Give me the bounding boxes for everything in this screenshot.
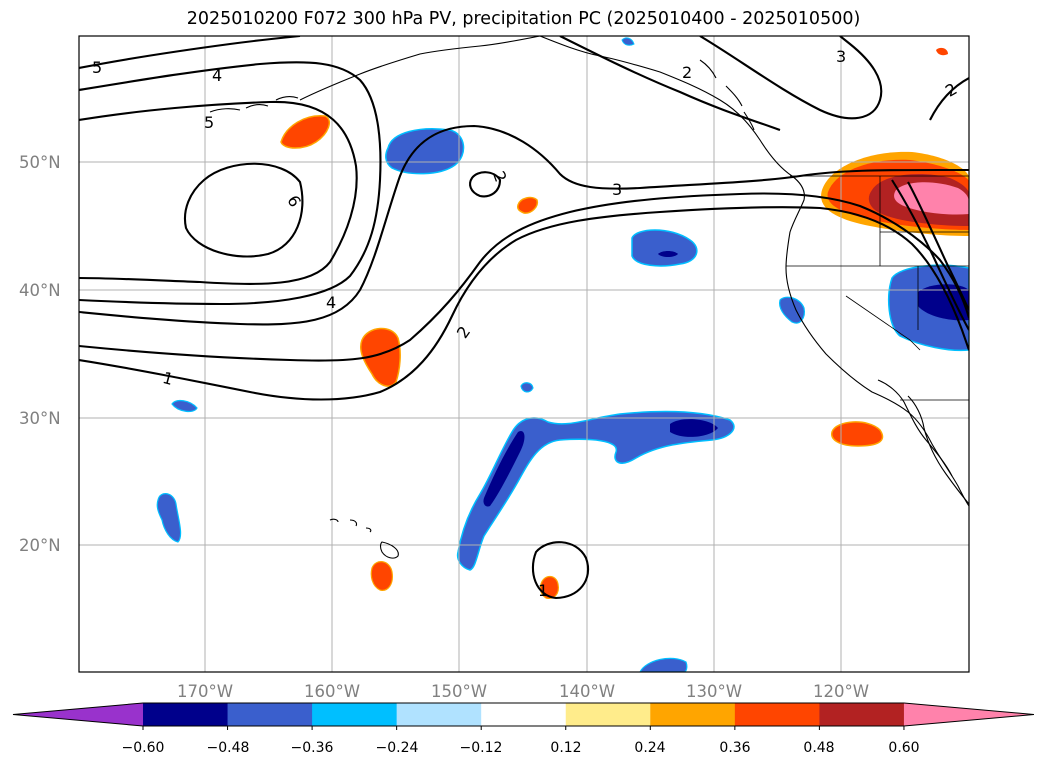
colorbar-segment [396,703,482,726]
map-title: 2025010200 F072 300 hPa PV, precipitatio… [186,9,861,29]
colorbar-segment [734,703,820,726]
colorbar-tick-labels: −0.60 −0.48 −0.36 −0.24 −0.12 0.12 0.24 … [122,740,920,756]
pv-contour-rockies-a [891,179,969,331]
lat-label-30n: 30°N [19,409,61,428]
pv-contour-small-loop [469,171,502,198]
colorbar-segment [650,703,736,726]
pv-contour-5-north [79,36,301,70]
colorbar-tick-label: −0.12 [460,740,503,756]
lat-label-20n: 20°N [19,536,61,555]
pv-contour-3 [79,124,969,326]
plot-frame [78,35,970,673]
lon-label-130w: 130°W [686,682,742,701]
latitude-labels: 50°N 40°N 30°N 20°N [19,153,61,555]
colorbar-tick-label: −0.60 [122,740,165,756]
pv-contour-1 [79,206,969,401]
colorbar-extend-high [903,703,1034,726]
lat-label-40n: 40°N [19,281,61,300]
colorbar-tick-label: 0.48 [803,740,834,756]
pv-label-3: 3 [612,180,622,199]
pv-label-1: 1 [161,368,176,389]
pv-contour-ne-b [559,36,781,131]
lon-label-140w: 140°W [559,682,615,701]
pv-contour-ne-a [699,36,883,120]
pv-contour-south-loop [531,541,590,600]
colorbar [12,702,1034,730]
pv-label-4a: 4 [212,66,222,85]
colorbar-tick-label: 0.12 [550,740,581,756]
pv-contour-2 [79,192,969,362]
colorbar-segment [227,703,313,726]
pv-contour-rockies-b [907,181,969,311]
colorbar-tick-label: −0.48 [207,740,250,756]
colorbar-extend-low [13,703,143,726]
pv-label-4b: 4 [326,293,336,312]
coastlines [209,36,969,559]
lon-label-150w: 150°W [431,682,487,701]
colorbar-tick-label: 0.60 [888,740,919,756]
pv-label-3b: 3 [836,47,846,66]
longitude-labels: 170°W 160°W 150°W 140°W 130°W 120°W [177,682,869,701]
lon-label-170w: 170°W [177,682,233,701]
pv-label-2c: 2 [682,63,692,82]
colorbar-segment [565,703,651,726]
colorbar-segment [312,703,398,726]
colorbar-segment [819,703,905,726]
pv-contour-4 [79,61,382,306]
pv-label-5a: 5 [92,58,102,77]
colorbar-tick-label: −0.24 [376,740,419,756]
lon-label-160w: 160°W [304,682,360,701]
colorbar-tick-label: 0.24 [634,740,665,756]
lat-label-50n: 50°N [19,153,61,172]
pv-contour-6 [184,162,304,258]
pv-contour-ne-c [929,77,969,121]
colorbar-segment [481,703,567,726]
colorbar-tick-label: −0.36 [291,740,334,756]
graticule [79,36,969,672]
colorbar-segment [143,703,229,726]
pv-label-5b: 5 [204,113,214,132]
pv-contours [79,36,969,600]
colorbar-tick-label: 0.36 [719,740,750,756]
pv-contour-5 [79,100,358,285]
lon-label-120w: 120°W [813,682,869,701]
pv-label-1b: 1 [538,581,548,600]
